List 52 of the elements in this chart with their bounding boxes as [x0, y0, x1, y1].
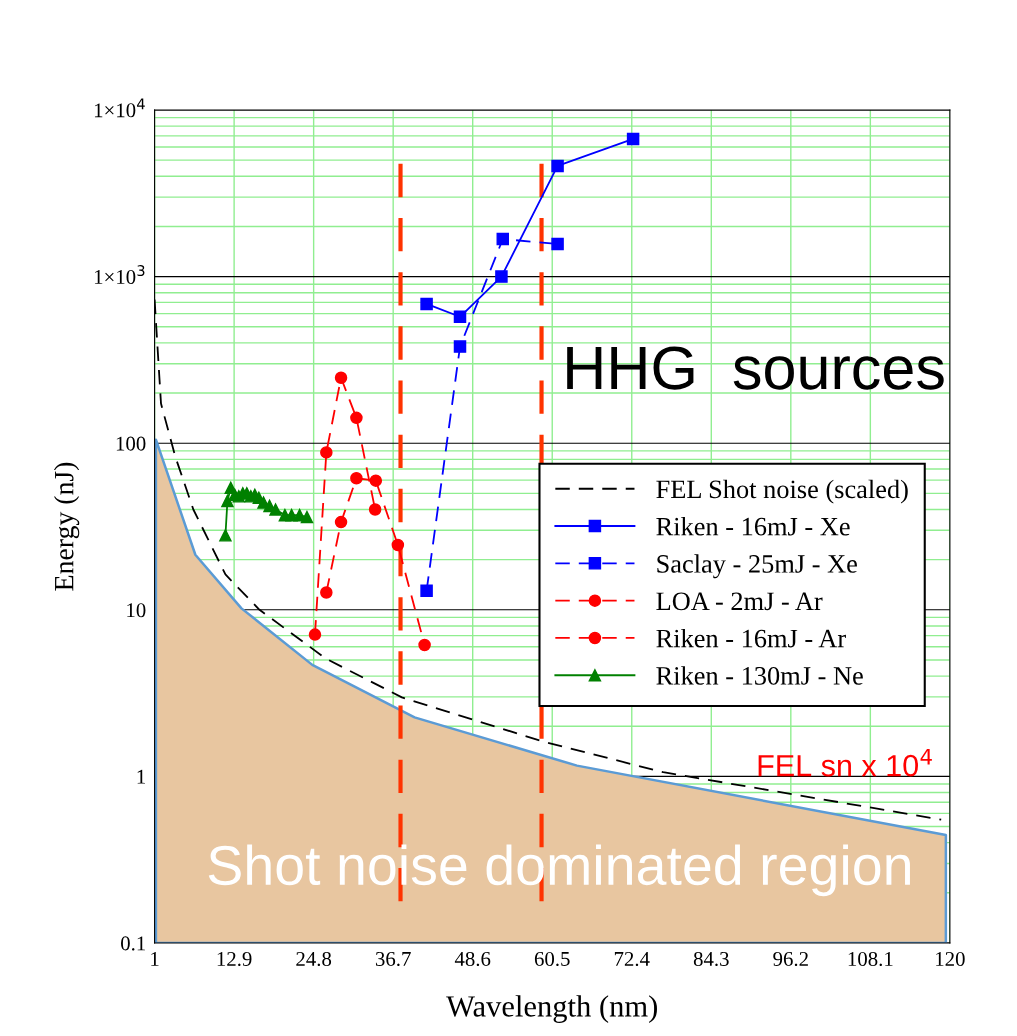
y-axis-title: Energy (nJ): [53, 462, 80, 591]
legend-label: Riken - 16mJ - Ar: [656, 628, 846, 648]
point: [420, 584, 433, 598]
x-tick-label: 120: [936, 951, 965, 966]
x-tick-label: 108.1: [848, 951, 893, 967]
x-tick-label: 96.2: [773, 951, 808, 967]
point: [418, 638, 431, 652]
x-tick-label: 84.3: [693, 951, 729, 967]
point: [350, 472, 363, 485]
annotation: FEL sn x 10$^{4}$: [758, 748, 932, 777]
point: [350, 411, 363, 425]
point: [551, 159, 564, 173]
x-tick-label: 72.4: [614, 951, 650, 967]
y-tick-label: 1: [137, 769, 145, 784]
legend-label: Riken - 16mJ - Xe: [656, 516, 850, 536]
point: [320, 446, 333, 459]
x-tick-label: 1: [151, 952, 159, 966]
annotation: HHG sources: [567, 346, 944, 390]
y-tick-label: 10: [127, 603, 146, 618]
point: [368, 503, 382, 516]
point: [334, 371, 348, 385]
point: [551, 237, 564, 251]
x-tick-label: 48.6: [454, 951, 491, 967]
point: [300, 510, 314, 524]
point: [626, 132, 640, 146]
legend-label: LOA - 2mJ - Ar: [656, 592, 823, 611]
point: [221, 494, 234, 508]
point: [320, 586, 333, 599]
point: [369, 474, 383, 487]
y-tick-label: 100: [116, 436, 146, 451]
legend-label: FEL Shot noise (scaled): [656, 479, 908, 504]
x-tick-label: 24.8: [296, 951, 332, 967]
point: [308, 628, 322, 641]
x-tick-label: 60.5: [534, 951, 570, 967]
annotation: Shot noise dominated region: [208, 844, 910, 897]
point: [219, 529, 232, 542]
point: [495, 270, 508, 283]
point: [269, 503, 282, 516]
point: [453, 340, 467, 353]
x-tick-label: 12.9: [217, 951, 252, 967]
x-axis-title: Wavelength (nm): [446, 995, 657, 1023]
y-tick-label: 1×10$^{3}$: [94, 265, 145, 285]
y-tick-label: 1×10$^{4}$: [94, 98, 145, 118]
point: [334, 515, 348, 529]
legend-label: Saclay - 25mJ - Xe: [657, 554, 857, 579]
x-tick-label: 36.7: [375, 951, 411, 967]
legend-label: Riken - 130mJ - Ne: [656, 666, 863, 685]
point: [496, 232, 510, 246]
point: [391, 538, 405, 552]
point: [420, 297, 433, 311]
y-tick-label: 0.1: [121, 936, 145, 951]
point: [453, 310, 467, 324]
